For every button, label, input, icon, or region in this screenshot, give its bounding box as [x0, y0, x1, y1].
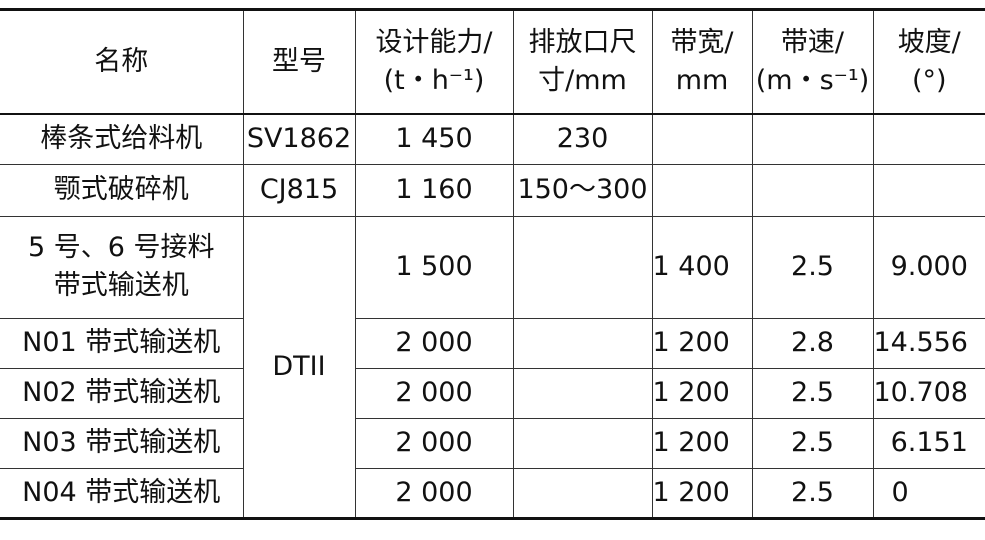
model-cell: SV1862 [242, 113, 356, 165]
belt-width-cell: 1 200 [651, 417, 753, 469]
belt-speed-cell: 2.5 [751, 417, 874, 469]
header-line: 设计能力/ [375, 27, 493, 58]
model-cell: DTII [242, 215, 356, 519]
capacity-cell: 2 000 [354, 417, 514, 469]
outlet-size-cell [512, 467, 653, 519]
equipment-name-cell: N01 带式输送机 [0, 317, 244, 369]
slope-cell: 14.556 [872, 317, 985, 369]
header-line: 寸/mm [538, 65, 627, 96]
slope-cell [872, 163, 985, 217]
name-line: N04 带式输送机 [22, 476, 221, 508]
column-header: 带宽/mm [651, 9, 753, 115]
equipment-name-cell: 5 号、6 号接料 带式输送机 [0, 215, 244, 319]
table-row: 颚式破碎机 CJ815 1 160 150～300 [0, 163, 985, 217]
column-header: 带速/ (m・s⁻¹) [751, 9, 874, 115]
outlet-size-cell [512, 417, 653, 469]
capacity-cell: 1 160 [354, 163, 514, 217]
belt-speed-cell: 2.8 [751, 317, 874, 369]
equipment-name-cell: N03 带式输送机 [0, 417, 244, 469]
table-row: N02 带式输送机 2 000 1 200 2.5 10.708 [0, 367, 985, 419]
header-line: (t・h⁻¹) [383, 65, 485, 96]
header-line: 带速/ [780, 27, 845, 58]
belt-width-cell: 1 200 [651, 317, 753, 369]
belt-speed-cell: 2.5 [751, 367, 874, 419]
belt-speed-cell [751, 113, 874, 165]
table-row: N03 带式输送机 2 000 1 200 2.5 6.151 [0, 417, 985, 469]
header-line: (m・s⁻¹) [755, 65, 870, 96]
outlet-size-cell [512, 215, 653, 319]
outlet-size-cell: 230 [512, 113, 653, 165]
name-line: 颚式破碎机 [53, 174, 189, 205]
outlet-size-cell [512, 367, 653, 419]
name-line: N02 带式输送机 [22, 377, 221, 408]
capacity-cell: 1 500 [354, 215, 514, 319]
name-line: N01 带式输送机 [22, 327, 221, 358]
capacity-cell: 2 000 [354, 367, 514, 419]
capacity-cell: 2 000 [354, 467, 514, 519]
slope-cell: 10.708 [872, 367, 985, 419]
belt-width-cell: 1 200 [651, 367, 753, 419]
belt-width-cell [651, 113, 753, 165]
table-row: N04 带式输送机 2 000 1 200 2.5 0 [0, 467, 985, 519]
outlet-size-cell [512, 317, 653, 369]
header-line: 型号 [272, 46, 326, 77]
header-line: mm [675, 65, 729, 96]
equipment-name-cell: 颚式破碎机 [0, 163, 244, 217]
column-header: 名称 [0, 9, 244, 115]
equipment-name-cell: N02 带式输送机 [0, 367, 244, 419]
belt-width-cell: 1 400 [651, 215, 753, 319]
name-line: 5 号、6 号接料 [27, 232, 215, 263]
slope-cell: 9.000 [872, 215, 985, 319]
belt-speed-cell: 2.5 [751, 467, 874, 519]
outlet-size-cell: 150～300 [512, 163, 653, 217]
header-line: (°) [911, 65, 947, 96]
column-header: 型号 [242, 9, 356, 115]
header-line: 坡度/ [897, 27, 961, 58]
column-header: 设计能力/ (t・h⁻¹) [354, 9, 514, 115]
column-header: 排放口尺寸/mm [512, 9, 653, 115]
belt-width-cell [651, 163, 753, 217]
name-line: 带式输送机 [53, 270, 189, 301]
header-line: 带宽/ [670, 27, 734, 58]
column-header: 坡度/ (°) [872, 9, 985, 115]
slope-cell [872, 113, 985, 165]
slope-cell: 0 [872, 467, 985, 519]
belt-speed-cell: 2.5 [751, 215, 874, 319]
model-cell: CJ815 [242, 163, 356, 217]
header-line: 排放口尺 [528, 27, 637, 58]
belt-width-cell: 1 200 [651, 467, 753, 519]
equipment-table: 名称 型号 设计能力/(t・h⁻¹) 排放口尺 寸/mm 带宽/mm 带速/(m・s⁻¹) 坡… [0, 8, 985, 520]
table-row: 5 号、6 号接料 带式输送机 DTII 1 500 1 400 2.5 9.000 [0, 215, 985, 519]
belt-speed-cell [751, 163, 874, 217]
slope-cell: 6.151 [872, 417, 985, 469]
capacity-cell: 2 000 [354, 317, 514, 369]
name-line: N03 带式输送机 [22, 427, 221, 458]
capacity-cell: 1 450 [354, 113, 514, 165]
table-row: 棒条式给料机 SV1862 1 450 230 [0, 113, 985, 165]
name-line: 棒条式给料机 [40, 123, 203, 155]
equipment-name-cell: 棒条式给料机 [0, 113, 244, 165]
header-line: 名称 [94, 46, 149, 77]
table-row: N01 带式输送机 2 000 1 200 2.8 14.556 [0, 317, 985, 369]
equipment-name-cell: N04 带式输送机 [0, 467, 244, 519]
